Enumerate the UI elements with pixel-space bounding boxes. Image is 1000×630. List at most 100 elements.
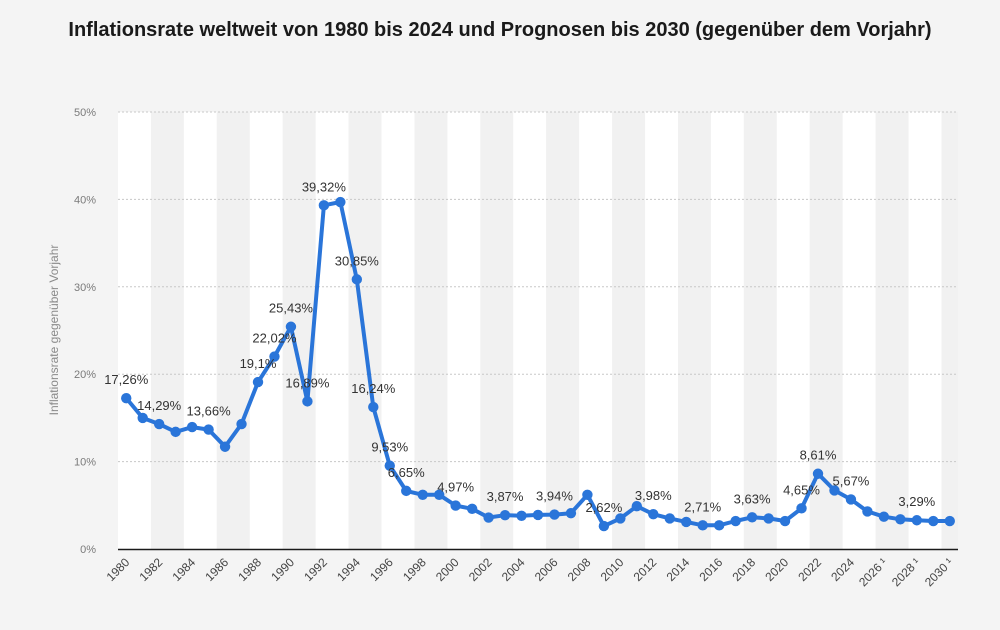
x-tick-label: 2008 [565, 555, 594, 584]
data-point [153, 418, 165, 430]
chart-gridlines [118, 111, 958, 463]
data-point [582, 489, 593, 501]
data-point [730, 515, 741, 527]
data-point [812, 468, 824, 479]
data-point [269, 351, 280, 362]
y-tick-label: 50% [74, 107, 96, 119]
data-label: 5,67% [833, 473, 870, 488]
data-label: 2,62% [585, 500, 622, 515]
data-label: 9,53% [371, 440, 408, 455]
data-labels: 17,26% 14,29% 13,66% 19,1% 22,02% 25,43% 16,89… [104, 179, 935, 515]
x-tick-label: 1984 [169, 555, 198, 584]
data-label: 4,97% [437, 480, 474, 495]
data-point [516, 510, 527, 521]
data-point [631, 500, 643, 512]
data-label: 39,32% [302, 179, 347, 194]
data-point [944, 515, 955, 527]
data-point [615, 513, 626, 524]
chart-band [183, 112, 217, 549]
data-label: 3,87% [487, 489, 524, 504]
data-label: 3,29% [898, 494, 935, 509]
x-tick-label: 2026 ¹ [856, 555, 890, 589]
y-tick-label: 10% [74, 457, 96, 469]
data-label: 22,02% [252, 331, 297, 346]
x-tick-label: 2028 ¹ [889, 555, 923, 589]
data-point [466, 503, 478, 514]
x-tick-label: 2014 [664, 555, 693, 584]
data-label: 4,65% [783, 482, 820, 497]
y-tick-label: 0% [80, 544, 96, 556]
data-point [763, 513, 774, 524]
x-tick-label: 1998 [400, 555, 429, 584]
data-point [565, 507, 577, 519]
data-label: 6,65% [388, 465, 425, 480]
data-point [285, 321, 297, 332]
x-tick-label: 1992 [301, 555, 330, 584]
data-point [401, 485, 412, 497]
x-tick-label: 2010 [598, 555, 627, 584]
data-point [845, 494, 857, 505]
x-axis-ticks: 1980 1982 1984 1986 1988 1990 1992 1994 1996 1998… [104, 555, 956, 589]
x-tick-label: 1980 [104, 555, 133, 584]
x-tick-label: 2024 [828, 555, 857, 584]
chart-band [579, 112, 613, 549]
data-point [598, 520, 610, 532]
data-label: 16,24% [351, 381, 396, 396]
data-point [203, 424, 214, 435]
chart-band [216, 112, 250, 549]
data-point [483, 512, 494, 523]
data-point [219, 441, 231, 452]
chart-band [678, 112, 711, 549]
data-point [746, 512, 758, 523]
data-point [713, 520, 725, 531]
x-tick-label: 1988 [235, 555, 264, 584]
y-axis-title: Inflationsrate gegenüber Vorjahr [47, 245, 61, 416]
chart-band [480, 112, 514, 549]
chart-bands [118, 112, 958, 549]
x-tick-label: 2018 [729, 555, 758, 584]
x-tick-label: 1986 [202, 555, 231, 584]
chart-band [743, 112, 777, 549]
data-point [121, 392, 132, 404]
data-point [499, 509, 511, 521]
data-point [236, 418, 247, 430]
data-point [335, 196, 346, 208]
data-label: 14,29% [137, 398, 182, 413]
x-tick-label: 2022 [795, 555, 824, 584]
data-point [450, 500, 461, 511]
data-point [137, 412, 148, 424]
x-tick-label: 2020 [762, 555, 791, 584]
data-point [532, 509, 544, 521]
data-point [878, 511, 890, 522]
data-point [862, 506, 873, 517]
data-point [779, 515, 791, 527]
data-point [911, 515, 923, 526]
data-point [252, 376, 264, 388]
data-point [681, 516, 692, 528]
chart-band [381, 112, 415, 549]
data-point [417, 489, 428, 501]
chart-band [941, 112, 958, 549]
chart-band [710, 112, 744, 549]
data-label: 3,63% [734, 491, 771, 506]
data-point [648, 509, 659, 520]
data-point [384, 460, 395, 471]
x-tick-label: 1994 [334, 555, 363, 584]
data-label: 25,43% [269, 301, 314, 316]
data-point [186, 421, 198, 433]
x-tick-label: 2002 [466, 555, 495, 584]
data-label: 3,98% [635, 488, 672, 503]
data-point [796, 503, 807, 514]
data-point [302, 396, 313, 407]
data-label: 8,61% [800, 448, 837, 463]
data-label: 17,26% [104, 372, 149, 387]
x-tick-label: 2012 [631, 555, 660, 584]
chart-band [546, 112, 580, 549]
x-tick-label: 2016 [697, 555, 726, 584]
data-label: 30,85% [335, 253, 380, 268]
chart-band [150, 112, 184, 549]
chart-band [249, 112, 283, 549]
data-point [318, 200, 330, 211]
x-tick-label: 2006 [532, 555, 561, 584]
